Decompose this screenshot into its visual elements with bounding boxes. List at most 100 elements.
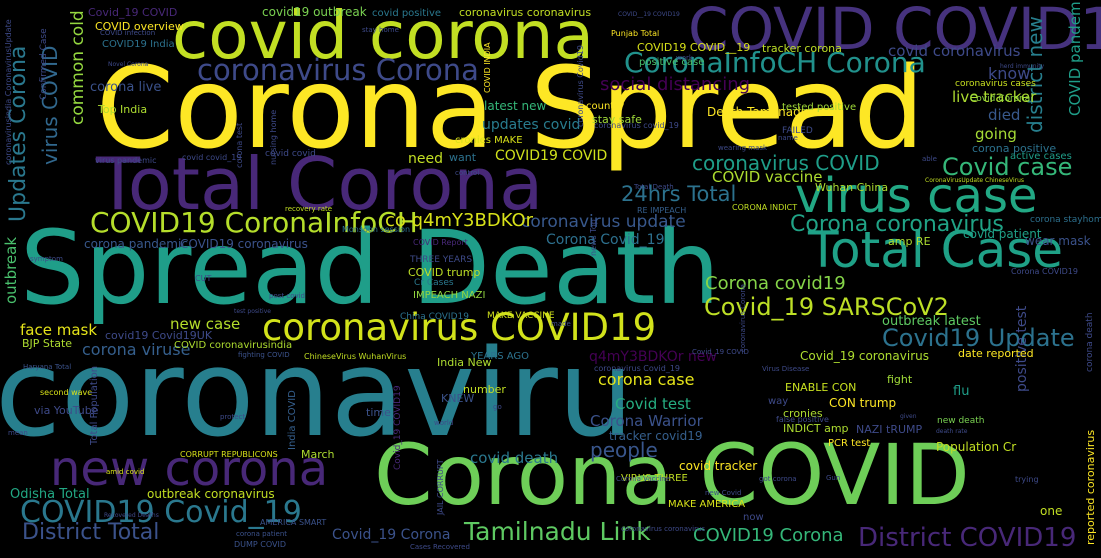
word: Tamilnadu Link — [464, 517, 651, 546]
word: world — [434, 419, 454, 427]
word: stay safe — [592, 113, 642, 126]
word: virus pandemic — [95, 156, 157, 165]
word: Virus Disease — [762, 365, 810, 373]
word: Covid_19 COVID — [88, 6, 178, 19]
word: Covid19 Update — [882, 324, 1075, 352]
word: now — [743, 512, 764, 523]
word: new death — [937, 416, 985, 426]
word: 24hrs Total — [621, 182, 737, 206]
word: covid patient — [963, 227, 1042, 241]
word: Odisha Total — [10, 487, 90, 502]
word: Gun — [826, 474, 841, 482]
word: outbreak coronavirus — [147, 487, 275, 501]
word: Death Tamilnadu — [707, 105, 809, 119]
word: Population Cr — [936, 440, 1017, 454]
word: outbreak latest — [882, 314, 981, 329]
word: India COVID — [287, 390, 298, 450]
word: COVID Report — [413, 238, 468, 247]
word: Corona Warrior — [590, 412, 703, 430]
word: coronavirus coronavirus — [621, 525, 706, 533]
word: CORRUPT REPUBLICONS — [180, 450, 278, 459]
word: tracker corona — [762, 42, 842, 55]
word: corona patient — [236, 530, 287, 538]
word: COVID__19 COVID19 — [618, 11, 680, 18]
word: DUMP COVID — [234, 540, 287, 549]
word: able — [922, 155, 937, 163]
word: going — [975, 125, 1017, 143]
word: new corona — [50, 441, 329, 497]
word: virus case — [795, 168, 1038, 224]
word: coronavirus COVID19 — [262, 306, 657, 349]
word: tested positive — [782, 102, 857, 113]
word: post covid — [269, 292, 306, 300]
word: cronies MAKE — [455, 135, 523, 146]
word: Corona Covid_19 — [546, 232, 665, 248]
word: recovery rate — [285, 205, 333, 213]
word: Spread Death — [20, 209, 721, 328]
word: tracker covid19 — [609, 429, 703, 443]
word: social distancing — [600, 74, 751, 95]
word: herd immunity — [1000, 63, 1045, 70]
word: given — [900, 413, 917, 420]
word: nursing home — [269, 109, 278, 165]
word: coronavirus Covid19 — [576, 45, 585, 127]
word: District COVID19 — [858, 523, 1077, 553]
word: via YouTube — [34, 404, 99, 417]
word: COVID overview — [95, 20, 184, 33]
word: false positive — [776, 415, 829, 424]
word: Total Death — [634, 183, 674, 191]
word: number — [463, 383, 506, 396]
word: CUT — [195, 274, 212, 283]
word: date reported — [958, 347, 1034, 360]
word: YEARS AGO — [471, 351, 530, 362]
word: Covid_19 coronavirus — [800, 349, 929, 363]
word: corona test — [235, 122, 244, 168]
word: control — [455, 169, 480, 177]
word: outbreak — [2, 236, 20, 304]
word: cronies — [783, 407, 823, 420]
word: q4mY3BDKOr new — [589, 349, 717, 365]
word: go — [493, 403, 502, 411]
word: PCR test — [828, 438, 871, 449]
word: wearing mask — [718, 144, 768, 152]
word: BJP State — [22, 337, 73, 350]
word: INDICT amp — [783, 422, 849, 435]
word: COVID pandemic — [1066, 0, 1084, 116]
word: want — [449, 151, 477, 164]
word: CoronaInfoCH Corona — [624, 46, 926, 79]
word: Haryana Total — [23, 363, 72, 371]
word: coronavirus Corona — [197, 53, 479, 87]
word: covid tracker — [679, 459, 758, 473]
word: got corona — [759, 475, 797, 483]
word: COVID vaccine — [712, 168, 823, 186]
word: coronaviru — [0, 325, 634, 464]
word: coronavirus cases — [955, 79, 1036, 89]
word: Corona coronavirus — [790, 212, 1004, 237]
word: COVID COVID19 — [688, 0, 1101, 63]
word: Total Population — [89, 365, 100, 445]
word: VIRUS THREE — [621, 473, 688, 484]
word: COVID19 Covid_19 — [20, 495, 302, 530]
word: Total Corona — [96, 142, 544, 226]
word: JAIL CORRUPT — [436, 459, 445, 515]
word: March — [301, 448, 335, 461]
word: new Covid — [705, 489, 742, 497]
word: coronavirus coronavirus — [459, 6, 592, 19]
word: RE IMPEACH — [637, 206, 687, 215]
word: China COVID19 — [400, 312, 469, 322]
word: MAKE VACCINE — [487, 311, 555, 321]
word: IMPEACH NAZI — [413, 290, 486, 301]
word: name — [778, 134, 798, 142]
word: fight — [887, 373, 913, 386]
word: latest new — [484, 99, 547, 113]
word: Covid Corona — [970, 94, 1031, 104]
word: COVID infection — [100, 29, 156, 37]
word: Wuhan China — [815, 181, 889, 194]
word: corona viruse — [82, 340, 191, 359]
word: positive case — [639, 57, 705, 68]
word: MAKE AMERICA — [668, 499, 746, 510]
word: died — [988, 106, 1021, 124]
word: covid corona — [172, 0, 594, 74]
word: live tracker — [952, 88, 1037, 106]
